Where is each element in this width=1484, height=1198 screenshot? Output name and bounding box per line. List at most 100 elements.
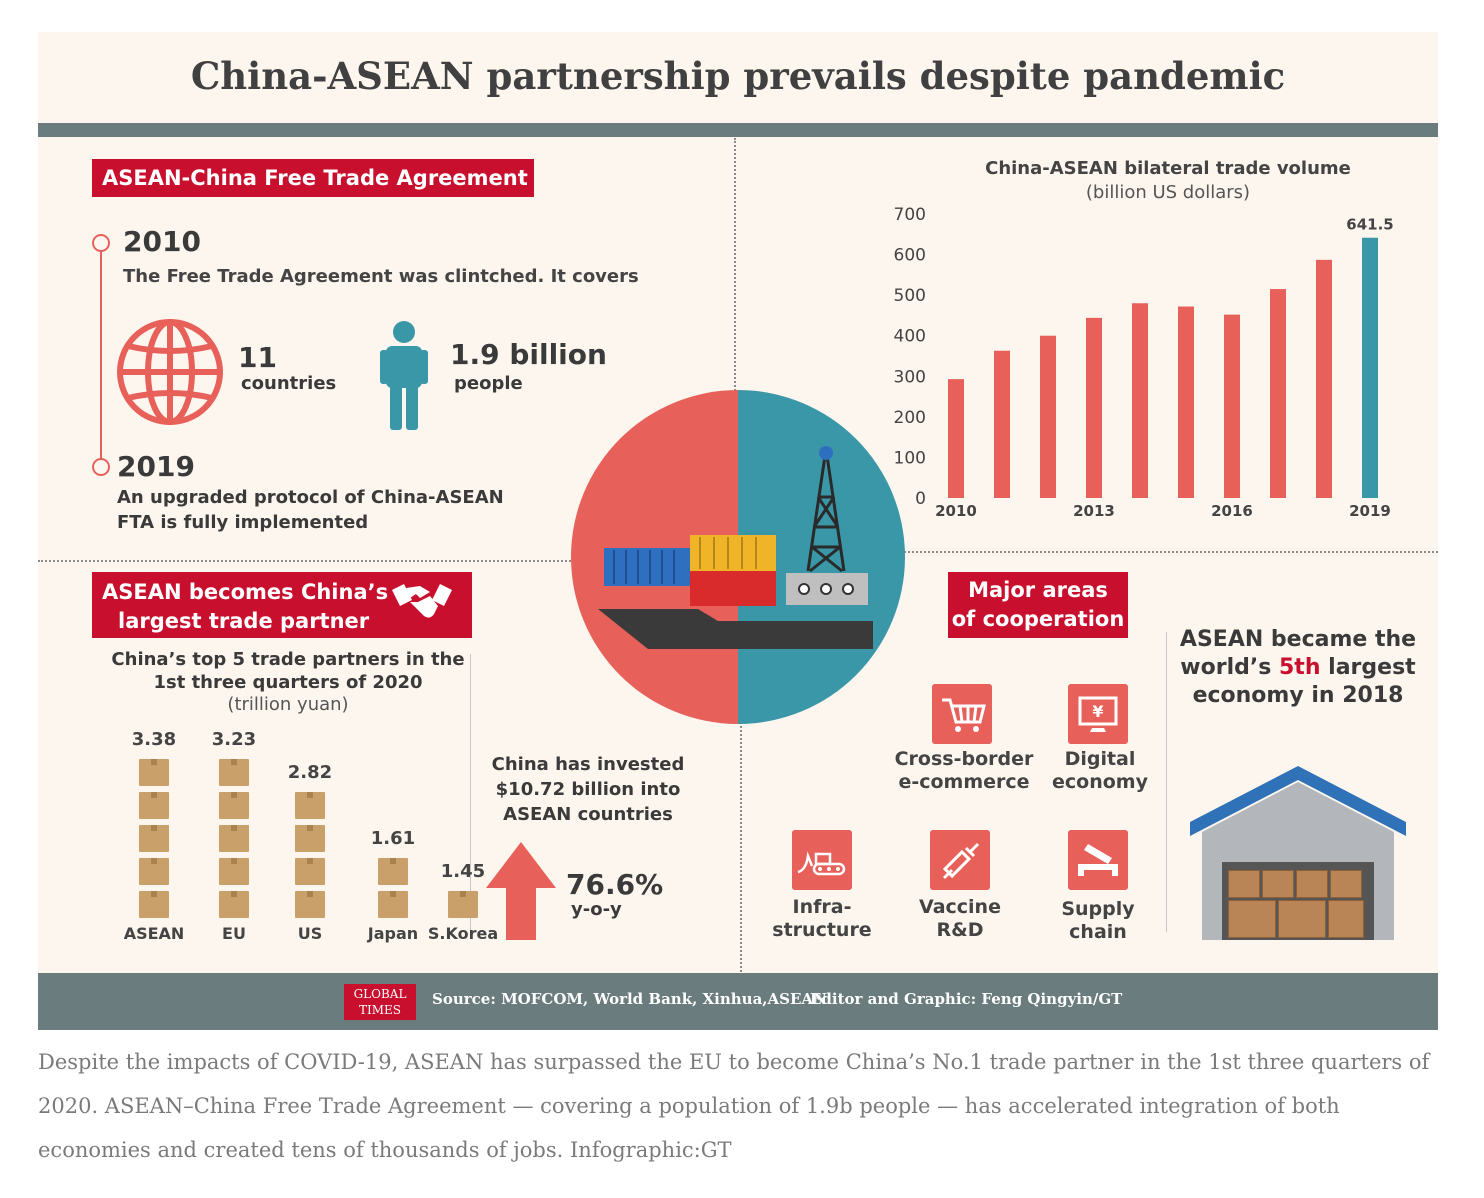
countries-number: 11 [238,341,277,374]
trade-chart-title: China-ASEAN bilateral trade volume [985,158,1351,179]
x-tick-label: 2016 [1211,502,1253,520]
coop-item-vaccine-line2: R&D [936,919,984,941]
caption: Despite the impacts of COVID-19, ASEAN h… [38,1050,1430,1162]
economy-line1: ASEAN became the [1179,627,1417,652]
footer-source: Source: MOFCOM, World Bank, Xinhua,ASEAN [432,990,827,1008]
fta-text-2010: The Free Trade Agreement was clintched. … [123,266,639,287]
footer-bar [38,973,1438,1030]
warehouse-crates [1228,870,1364,940]
partner-value-label: 1.45 [440,861,486,882]
cargo-box [378,891,408,918]
economy-line2: world’s 5th largest [1178,654,1418,682]
investment-text: China has invested $10.72 billion into A… [478,752,698,827]
partners-subtitle-line2: 1st three quarters of 2020 [153,672,423,693]
y-tick-label: 600 [894,246,926,266]
economy-text: ASEAN became the world’s 5th largest eco… [1178,626,1418,710]
partner-category-label: ASEAN [123,924,185,943]
cargo-box [219,792,249,819]
coop-item-supply-line2: chain [1069,921,1127,943]
economy-line2-pre: world’s [1180,655,1279,680]
year-2019: 2019 [117,450,195,483]
partner-label-line1: ASEAN becomes China’s [102,580,389,604]
coop-item-vaccine: Vaccine R&D [880,896,1040,942]
title-divider [38,123,1438,137]
cargo-box [219,825,249,852]
bar-2017 [1270,289,1286,498]
partner-category-label: EU [222,924,246,943]
fta-text-2019-line2: FTA is fully implemented [117,512,369,533]
cargo-box [378,858,408,885]
partner-label: ASEAN becomes China’s largest trade part… [92,572,472,638]
coop-item-digital-line1: Digital [1064,748,1136,770]
bar-2012 [1040,335,1056,498]
timeline-line [100,244,102,466]
coop-item-infrastructure-line1: Infra- [792,896,852,918]
bar-2019 [1362,237,1378,498]
divider-chart-invest [470,654,471,934]
partner-value-label: 3.23 [211,729,257,750]
y-tick-label: 700 [894,205,926,225]
coop-item-infrastructure: Infra- structure [742,896,902,942]
global-times-logo: GLOBAL TIMES [344,984,416,1020]
x-tick-label: 2019 [1349,502,1391,520]
y-tick-label: 0 [915,489,926,509]
data-label: 641.5 [1346,216,1393,234]
bar-2010 [948,379,964,498]
partner-category-label: S.Korea [427,924,499,943]
cart-icon [932,684,992,744]
cargo-box [139,792,169,819]
coop-item-supply-line1: Supply [1061,898,1135,920]
cargo-box [139,825,169,852]
partners-subtitle: China’s top 5 trade partners in the 1st … [78,648,498,694]
investment-line1: China has invested [491,754,685,775]
investment-yoy: y-o-y [571,899,622,920]
cargo-box [295,825,325,852]
person-icon [380,321,428,430]
bar-2016 [1224,314,1240,498]
countries-label: countries [241,373,337,394]
economy-line3: economy in 2018 [1192,683,1404,708]
svg-text:¥: ¥ [1092,702,1103,721]
timeline-dot-2010 [92,234,110,252]
fta-text-2019-line1: An upgraded protocol of China-ASEAN [117,487,504,508]
logo-line2: TIMES [358,1003,401,1017]
partner-value-label: 2.82 [287,762,333,783]
investment-line2: $10.72 billion into [495,779,681,800]
people-number: 1.9 billion [450,338,607,371]
bar-2015 [1178,306,1194,498]
coop-item-ecommerce-line2: e-commerce [898,771,1030,793]
trade-volume-chart: 0 100 200 300 400 500 600 700 2010 2013 2016 2019 64… [894,205,1394,520]
cargo-box [139,858,169,885]
coop-item-supply: Supply chain [1018,898,1178,944]
coop-item-vaccine-line1: Vaccine [919,896,1001,918]
bar-2014 [1132,303,1148,498]
handshake-icon [392,584,452,618]
infographic: China-ASEAN partnership prevails despite… [38,32,1438,1030]
page-title: China-ASEAN partnership prevails despite… [190,54,1286,98]
cooperation-label: Major areas of cooperation [948,572,1128,638]
coop-item-digital-line2: economy [1052,771,1148,793]
bulldozer-icon [792,830,852,890]
year-2010: 2010 [123,225,201,258]
people-label: people [454,373,523,394]
bar-2013 [1086,317,1102,498]
y-tick-label: 200 [894,408,926,428]
computer-yuan-icon: ¥ [1068,684,1128,744]
coop-item-ecommerce-line1: Cross-border [894,748,1034,770]
cargo-box [219,891,249,918]
fta-label: ASEAN-China Free Trade Agreement [92,159,534,197]
divider-vertical-bottom [740,718,742,972]
economy-rank: 5th [1279,655,1321,680]
partner-value-label: 1.61 [370,828,416,849]
partner-category-label: US [297,924,323,943]
ship-illustration [571,390,905,724]
divider-vertical-top [734,138,736,394]
cooperation-label-line2: of cooperation [951,607,1125,631]
coop-item-infrastructure-line2: structure [772,919,872,941]
logo-line1: GLOBAL [353,987,407,1001]
syringe-icon [930,830,990,890]
globe-icon [117,319,223,425]
coop-item-ecommerce: Cross-border e-commerce [884,748,1044,794]
cargo-box [448,891,478,918]
investment-percent: 76.6% [566,868,664,901]
